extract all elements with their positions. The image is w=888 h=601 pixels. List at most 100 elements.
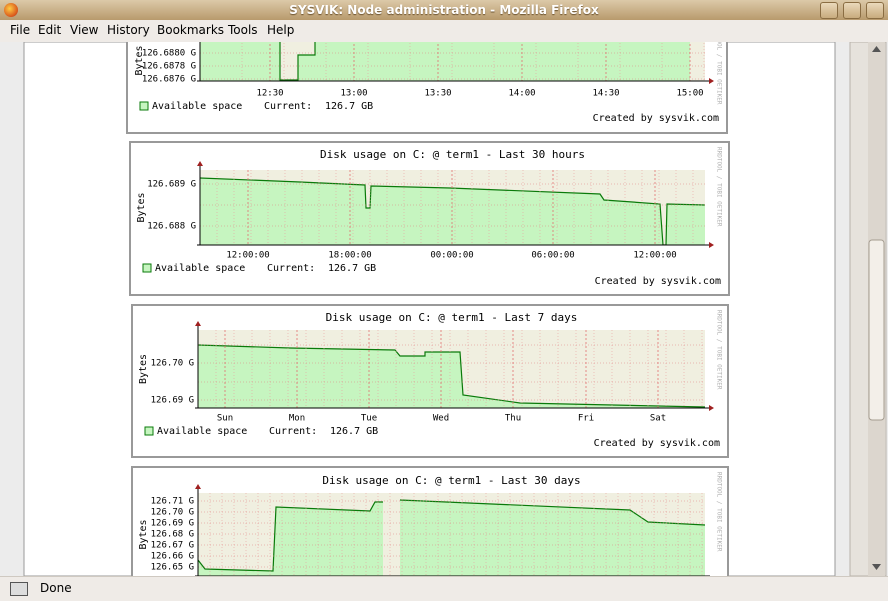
y-tick-label: 126.6878 G <box>142 62 196 72</box>
menu-item[interactable]: View <box>70 23 99 37</box>
data-area <box>200 178 705 245</box>
data-line <box>399 499 705 526</box>
y-tick-label: 126.71 G <box>151 497 194 507</box>
axis-arrow <box>197 161 203 166</box>
x-tick-label: Thu <box>505 414 521 424</box>
status-text: Done <box>40 581 72 595</box>
axis-arrow <box>709 242 714 248</box>
y-tick-label: 126.70 G <box>151 359 194 369</box>
status-bar: Done <box>0 576 888 601</box>
axis-arrow <box>195 484 201 489</box>
menu-item[interactable]: File <box>10 23 31 37</box>
x-tick-label: 18:00:00 <box>328 251 371 261</box>
x-tick-label: 12:00:00 <box>226 251 269 261</box>
watermark: RRDTOOL / TOBI OETIKER <box>716 310 723 390</box>
current-value: 126.7 GB <box>328 263 376 274</box>
legend-label: Available space <box>155 263 245 274</box>
plot-area <box>200 170 705 245</box>
watermark: RRDTOOL / TOBI OETIKER <box>716 147 723 227</box>
legend-label: Available space <box>157 426 247 437</box>
y-tick-label: 126.70 G <box>151 508 194 518</box>
credit: Created by sysvik.com <box>593 113 719 124</box>
current-label: Current: <box>264 101 312 112</box>
x-tick-label: Sun <box>217 414 233 424</box>
page-content: Bytes 126.6880 G 126.6878 G 126.6876 G 12:30… <box>0 19 888 601</box>
y-tick-label: 126.689 G <box>147 180 196 190</box>
current-label: Current: <box>267 263 315 274</box>
window-title: SYSVIK: Node administration - Mozilla Fi… <box>289 3 599 17</box>
x-tick-label: 13:00 <box>340 89 367 99</box>
axis-arrow <box>709 78 714 84</box>
y-tick-label: 126.688 G <box>147 222 196 232</box>
credit: Created by sysvik.com <box>594 438 720 449</box>
menu-item[interactable]: History <box>107 23 150 37</box>
legend-swatch <box>139 101 149 111</box>
scrollbar-thumb[interactable] <box>868 239 885 421</box>
close-button[interactable] <box>866 2 884 19</box>
menu-item[interactable]: Tools <box>228 23 258 37</box>
legend-swatch <box>142 263 152 273</box>
minimize-button[interactable] <box>820 2 838 19</box>
maximize-button[interactable] <box>843 2 861 19</box>
data-line <box>198 344 705 408</box>
plot-area <box>200 40 705 81</box>
graph-panel: Disk usage on C: @ term1 - Last 30 hours… <box>129 141 730 296</box>
plot-area <box>198 330 705 408</box>
legend-label: Available space <box>152 101 242 112</box>
x-tick-label: Fri <box>578 414 594 424</box>
data-area <box>400 500 705 600</box>
y-tick-label: 126.66 G <box>151 552 194 562</box>
watermark: RRDTOOL / TOBI OETIKER <box>716 42 723 105</box>
x-tick-label: 13:30 <box>424 89 451 99</box>
y-axis-label: Bytes <box>138 519 149 549</box>
y-tick-label: 126.68 G <box>151 530 194 540</box>
y-tick-label: 126.67 G <box>151 541 194 551</box>
graph-title: Disk usage on C: @ term1 - Last 30 days <box>322 474 580 487</box>
x-tick-label: 12:00:00 <box>633 251 676 261</box>
x-tick-label: Wed <box>433 414 449 424</box>
x-tick-label: 06:00:00 <box>531 251 574 261</box>
graph-panel: Disk usage on C: @ term1 - Last 30 days B… <box>131 466 729 601</box>
x-tick-label: 00:00:00 <box>430 251 473 261</box>
y-tick-label: 126.69 G <box>151 396 194 406</box>
watermark: RRDTOOL / TOBI OETIKER <box>716 472 723 552</box>
scroll-up-arrow[interactable] <box>872 46 881 52</box>
menu-item[interactable]: Edit <box>38 23 62 37</box>
menu-item[interactable]: Bookmarks <box>157 23 225 37</box>
data-line <box>200 40 690 81</box>
x-tick-label: Mon <box>289 414 305 424</box>
axis-arrow <box>709 405 714 411</box>
axis-arrow <box>195 321 201 326</box>
title-bar: SYSVIK: Node administration - Mozilla Fi… <box>0 0 888 20</box>
current-value: 126.7 GB <box>325 101 373 112</box>
graph-title: Disk usage on C: @ term1 - Last 30 hours <box>320 148 585 161</box>
x-tick-label: Tue <box>361 414 377 424</box>
y-tick-label: 126.6880 G <box>142 49 196 59</box>
x-tick-label: 15:00 <box>676 89 703 99</box>
graph-panel: Disk usage on C: @ term1 - Last 7 days By… <box>131 304 729 458</box>
x-tick-label: Sat <box>650 414 666 424</box>
y-axis-label: Bytes <box>138 354 149 384</box>
menu-bar: File Edit View History Bookmarks Tools Help <box>0 20 888 43</box>
menu-item[interactable]: Help <box>267 23 295 37</box>
current-value: 126.7 GB <box>330 426 378 437</box>
data-area <box>200 40 690 81</box>
credit: Created by sysvik.com <box>595 276 721 287</box>
graph-title: Disk usage on C: @ term1 - Last 7 days <box>326 311 578 324</box>
y-axis-label: Bytes <box>136 192 147 222</box>
plot-area <box>198 493 705 600</box>
current-label: Current: <box>269 426 317 437</box>
data-area <box>198 345 705 408</box>
x-tick-label: 14:00 <box>508 89 535 99</box>
x-tick-label: 14:30 <box>592 89 619 99</box>
y-tick-label: 126.6876 G <box>142 75 196 85</box>
y-axis-label: Bytes <box>134 45 145 75</box>
y-tick-label: 126.65 G <box>151 563 194 573</box>
data-line <box>200 177 705 245</box>
status-icon <box>10 582 28 596</box>
scroll-down-arrow[interactable] <box>872 564 881 570</box>
legend-swatch <box>144 426 154 436</box>
